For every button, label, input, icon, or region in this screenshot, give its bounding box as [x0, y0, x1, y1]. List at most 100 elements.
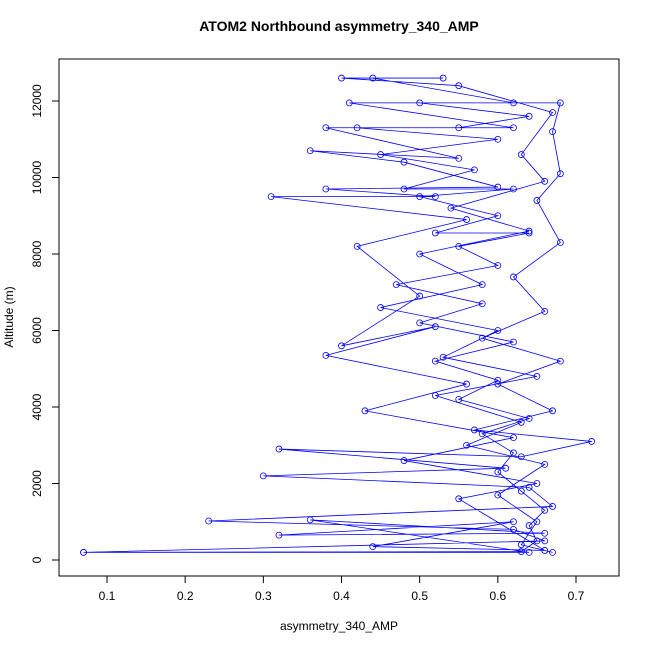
data-point: [322, 351, 330, 359]
data-point: [306, 147, 314, 155]
data-point: [549, 128, 556, 136]
data-point: [525, 227, 533, 235]
data-point: [431, 193, 439, 201]
y-tick-label: 8000: [30, 240, 44, 267]
data-point: [533, 480, 541, 487]
data-point: [377, 304, 384, 311]
data-point: [377, 151, 384, 158]
data-point: [556, 357, 564, 365]
chart-title: ATOM2 Northbound asymmetry_340_AMP: [199, 18, 479, 34]
data-point: [463, 216, 470, 223]
data-point: [306, 516, 314, 524]
data-point: [533, 197, 541, 204]
data-line: [83, 77, 592, 553]
data-point: [431, 357, 439, 365]
data-point: [494, 491, 502, 499]
data-point: [549, 109, 556, 116]
data-point: [353, 242, 361, 250]
data-point: [549, 407, 556, 415]
data-point: [463, 380, 470, 388]
data-point: [517, 453, 525, 461]
data-point: [470, 426, 478, 434]
data-point: [494, 327, 502, 334]
x-tick-label: 0.4: [333, 589, 350, 603]
data-point: [533, 373, 541, 380]
data-point: [400, 457, 408, 464]
data-point: [517, 151, 525, 158]
data-point: [541, 177, 549, 185]
data-point: [556, 170, 564, 178]
x-tick-label: 0.2: [177, 589, 194, 603]
data-point: [431, 392, 439, 399]
data-point: [556, 99, 564, 107]
data-point: [338, 342, 345, 350]
x-axis-label: asymmetry_340_AMP: [280, 619, 398, 633]
data-point: [345, 99, 353, 107]
data-point: [541, 460, 549, 468]
data-point: [502, 464, 510, 472]
data-point: [478, 334, 486, 342]
data-point: [541, 307, 549, 315]
data-point: [494, 183, 502, 191]
x-tick-label: 0.7: [568, 589, 585, 603]
y-tick-label: 10000: [30, 160, 44, 194]
data-point: [588, 438, 596, 445]
data-point: [275, 531, 283, 539]
data-point: [517, 487, 525, 495]
y-tick-label: 6000: [30, 317, 44, 344]
data-point: [478, 300, 486, 308]
data-point: [533, 518, 541, 526]
data-point: [510, 99, 517, 107]
y-tick-label: 4000: [30, 393, 44, 420]
data-point: [525, 415, 533, 422]
data-point: [392, 281, 400, 289]
y-tick-label: 12000: [30, 84, 44, 118]
data-point: [494, 135, 502, 143]
data-point: [541, 506, 549, 514]
data-point: [455, 82, 463, 90]
y-tick-label: 2000: [30, 470, 44, 497]
data-point: [338, 74, 345, 82]
data-point: [517, 548, 525, 555]
data-point: [510, 526, 517, 533]
data-point: [470, 166, 478, 174]
data-point: [369, 74, 377, 82]
data-point: [510, 449, 517, 457]
plot-frame: [58, 58, 620, 577]
data-point: [525, 112, 533, 120]
data-point: [525, 522, 533, 529]
data-point: [549, 548, 556, 556]
x-tick-label: 0.5: [411, 589, 428, 603]
x-tick-label: 0.3: [255, 589, 272, 603]
data-point: [541, 529, 549, 537]
data-point: [533, 537, 541, 545]
data-point: [439, 353, 447, 361]
data-point: [455, 154, 463, 162]
data-point: [510, 273, 517, 281]
data-point: [275, 445, 283, 453]
data-point: [455, 495, 463, 503]
data-point: [416, 99, 424, 107]
data-point: [267, 193, 275, 201]
data-point: [416, 292, 424, 300]
data-point: [447, 204, 455, 212]
data-point: [478, 281, 486, 289]
y-tick-label: 0: [30, 556, 44, 563]
data-point: [322, 124, 330, 132]
data-point: [541, 537, 549, 545]
data-point: [400, 185, 408, 193]
y-axis-label: Altitude (m): [2, 286, 16, 347]
data-point: [510, 124, 517, 132]
data-point: [361, 407, 369, 415]
data-point: [494, 212, 502, 220]
data-point: [517, 418, 525, 426]
data-point: [549, 503, 556, 510]
data-point: [322, 185, 330, 193]
data-point: [80, 548, 87, 556]
data-point: [494, 380, 502, 388]
data-point: [353, 124, 361, 132]
data-point: [525, 548, 533, 556]
data-point: [259, 472, 267, 480]
data-point: [416, 250, 424, 258]
data-point: [494, 262, 502, 269]
